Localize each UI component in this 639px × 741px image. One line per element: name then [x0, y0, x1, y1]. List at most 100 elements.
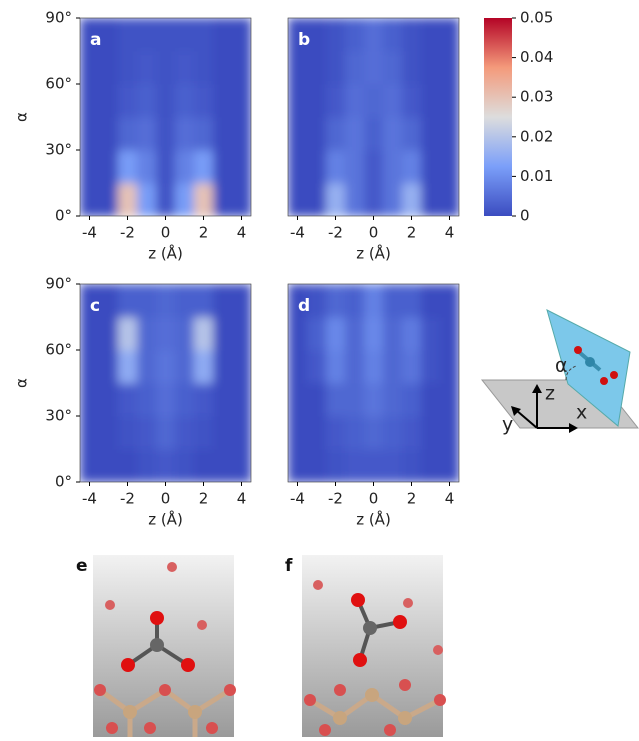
heatmap-cell [364, 18, 384, 52]
heatmap-cell [80, 51, 100, 85]
heatmap-cell [402, 51, 422, 85]
x-tick-label: 4 [445, 490, 455, 508]
heatmap-cell [307, 449, 327, 483]
heatmap-cell [364, 317, 384, 351]
heatmap-cell [194, 183, 214, 217]
heatmap-cell [326, 150, 346, 184]
heatmap-cell [118, 416, 138, 450]
heatmap-cell [156, 18, 176, 52]
heatmap-cell [326, 383, 346, 417]
heatmap-cell [402, 284, 422, 318]
heatmap-cell [213, 416, 233, 450]
heatmap-cell [175, 284, 195, 318]
heatmap-cell [307, 350, 327, 384]
heatmap-cell [137, 317, 157, 351]
panel-label: c [90, 296, 100, 316]
colorbar-tick-label: 0.02 [520, 127, 553, 145]
colorbar-tick-label: 0.05 [520, 9, 553, 27]
heatmap-cell [232, 350, 252, 384]
heatmap [80, 284, 252, 483]
heatmap-cell [213, 183, 233, 217]
heatmap-cell [326, 416, 346, 450]
heatmap-cell [383, 350, 403, 384]
heatmap-cell [213, 317, 233, 351]
heatmap-cell [137, 117, 157, 151]
heatmap-cell [175, 84, 195, 118]
axis-label: z [545, 383, 555, 405]
heatmap-cell [288, 449, 308, 483]
heatmap-cell [156, 350, 176, 384]
heatmap-cell [80, 350, 100, 384]
colorbar-tick-label: 0.04 [520, 48, 553, 66]
heatmap-cell [421, 317, 441, 351]
heatmap-cell [288, 150, 308, 184]
heatmap [288, 18, 460, 217]
y-tick-label: 60° [45, 341, 72, 359]
heatmap-cell [307, 317, 327, 351]
x-tick-label: -2 [120, 224, 135, 242]
heatmap-cell [383, 84, 403, 118]
heatmap-cell [326, 183, 346, 217]
heatmap-cell [80, 317, 100, 351]
heatmap-cell [156, 416, 176, 450]
heatmap-cell [80, 449, 100, 483]
x-tick-label: 2 [199, 224, 209, 242]
heatmap-cell [137, 18, 157, 52]
axis-label: x [576, 402, 587, 424]
x-tick-label: -4 [82, 224, 97, 242]
heatmap-cell [175, 183, 195, 217]
y-axis-label: α [13, 112, 31, 122]
heatmap-cell [440, 51, 460, 85]
colorbar [484, 18, 512, 216]
atom [585, 357, 595, 367]
heatmap-cell [383, 284, 403, 318]
heatmap-cell [383, 383, 403, 417]
heatmap-cell [421, 416, 441, 450]
heatmap-cell [288, 183, 308, 217]
heatmap-cell [383, 51, 403, 85]
heatmap-cells [288, 18, 460, 217]
heatmap-cell [326, 350, 346, 384]
heatmap-cell [364, 416, 384, 450]
x-tick-label: 0 [369, 224, 379, 242]
snapshot: f [285, 555, 446, 737]
heatmap-cell [118, 18, 138, 52]
heatmap-cell [402, 84, 422, 118]
heatmap-cell [364, 350, 384, 384]
x-axis-label: z (Å) [148, 244, 183, 263]
heatmap-cell [118, 183, 138, 217]
heatmap-cell [80, 183, 100, 217]
heatmap-cell [175, 150, 195, 184]
heatmap-cell [421, 183, 441, 217]
heatmap-cell [345, 183, 365, 217]
heatmap-cell [99, 183, 119, 217]
heatmap-cell [137, 449, 157, 483]
colorbar-tick-label: 0.01 [520, 167, 553, 185]
y-tick-label: 0° [55, 473, 72, 491]
heatmap-cell [383, 150, 403, 184]
heatmap-cell [213, 150, 233, 184]
heatmap-cell [421, 117, 441, 151]
heatmap-cell [402, 18, 422, 52]
heatmap-cell [232, 383, 252, 417]
heatmap-cell [364, 284, 384, 318]
heatmap-cell [80, 150, 100, 184]
x-tick-label: 4 [445, 224, 455, 242]
heatmap-cell [118, 84, 138, 118]
axis-label: y [502, 414, 513, 436]
heatmap-cell [118, 383, 138, 417]
x-tick-label: -4 [82, 490, 97, 508]
heatmap-cell [118, 150, 138, 184]
x-tick-label: 4 [237, 224, 247, 242]
heatmap-cell [99, 284, 119, 318]
heatmap-cell [194, 18, 214, 52]
x-axis-label: z (Å) [356, 510, 391, 529]
heatmap-cell [80, 84, 100, 118]
heatmap-cell [194, 117, 214, 151]
heatmap-cell [402, 416, 422, 450]
heatmap-cell [288, 416, 308, 450]
heatmap-cell [288, 317, 308, 351]
x-tick-label: 0 [161, 490, 171, 508]
heatmap-cell [137, 350, 157, 384]
heatmap-cell [156, 383, 176, 417]
